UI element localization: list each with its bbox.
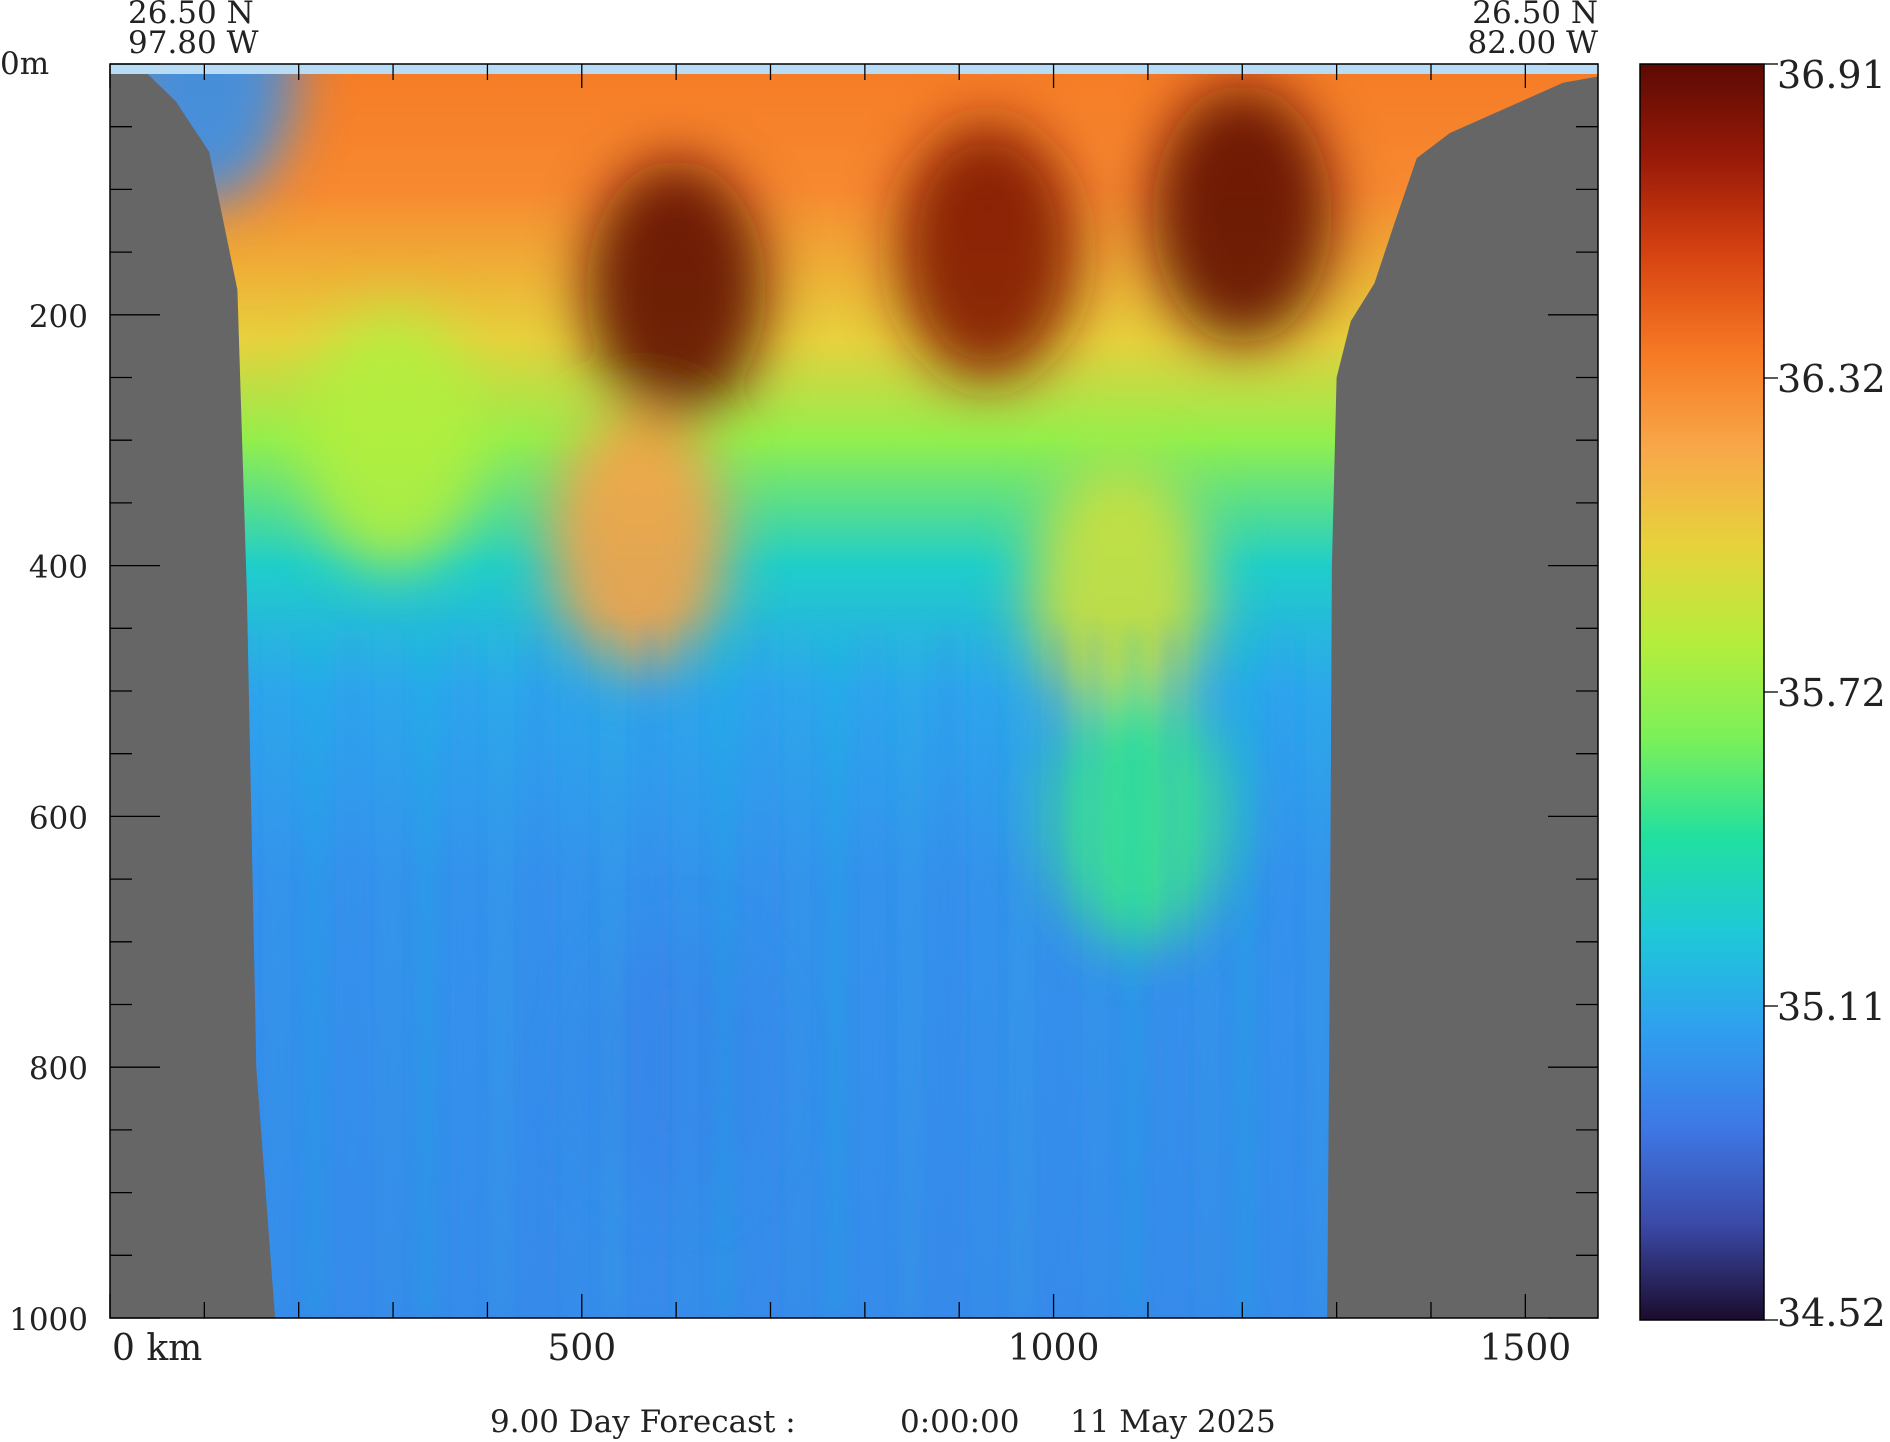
colorbar-ticks: 36.91 36.32 35.72 35.11 34.52 — [1764, 53, 1886, 1335]
salinity-streak-10 — [494, 628, 507, 1318]
salinity-streak-32 — [1313, 628, 1325, 1318]
salinity-streak-30 — [1238, 628, 1251, 1318]
y-axis-ticks: 0m 200 400 600 800 1000 — [0, 46, 1598, 1338]
x-tick-label: 1000 — [1008, 1328, 1100, 1369]
left-lon-label: 97.80 W — [128, 25, 259, 61]
salinity-streak-28 — [1164, 628, 1177, 1318]
footer-time: 0:00:00 — [900, 1404, 1020, 1440]
salinity-streak-16 — [717, 628, 730, 1318]
x-tick-label: 0 km — [112, 1328, 202, 1369]
salinity-feature-0 — [586, 159, 767, 420]
footer-date: 11 May 2025 — [1070, 1404, 1276, 1440]
salinity-streak-18 — [792, 628, 805, 1318]
salinity-streak-15 — [680, 628, 693, 1318]
salinity-streak-26 — [1089, 628, 1102, 1318]
salinity-streak-13 — [606, 628, 619, 1318]
salinity-streak-9 — [457, 628, 470, 1318]
salinity-streak-31 — [1275, 628, 1288, 1318]
x-tick-label: 1500 — [1480, 1328, 1572, 1369]
salinity-streak-19 — [829, 628, 842, 1318]
salinity-streak-21 — [903, 628, 916, 1318]
salinity-feature-2 — [1152, 84, 1333, 345]
salinity-streak-6 — [345, 628, 358, 1318]
salinity-streak-5 — [308, 628, 321, 1318]
colorbar-gradient — [1639, 63, 1765, 1321]
salinity-streak-20 — [866, 628, 879, 1318]
colorbar-tick-label: 36.91 — [1777, 53, 1886, 97]
salinity-streak-23 — [978, 628, 991, 1318]
colorbar-tick-label: 34.52 — [1777, 1291, 1886, 1335]
left-lat-label: 26.50 N — [128, 0, 254, 31]
salinity-streak-25 — [1052, 628, 1065, 1318]
bathymetry-land — [110, 74, 1598, 1318]
y-tick-label: 200 — [29, 299, 88, 335]
colorbar-tick-label: 35.72 — [1777, 671, 1886, 715]
salinity-streak-22 — [941, 628, 953, 1318]
y-tick-label: 1000 — [9, 1302, 88, 1338]
salinity-feature-3 — [548, 410, 729, 671]
salinity-streak-14 — [643, 628, 656, 1318]
salinity-streak-11 — [531, 628, 544, 1318]
salinity-streak-17 — [755, 628, 767, 1318]
footer-forecast: 9.00 Day Forecast : — [490, 1404, 796, 1440]
salinity-streak-24 — [1015, 628, 1028, 1318]
y-tick-label: 800 — [29, 1051, 88, 1087]
colorbar-tick-label: 36.32 — [1777, 357, 1886, 401]
plot-area — [110, 64, 1598, 1318]
forecast-footer: 9.00 Day Forecast : 0:00:00 11 May 2025 — [490, 1404, 1276, 1440]
salinity-streak-4 — [271, 628, 284, 1318]
salinity-streak-29 — [1201, 628, 1214, 1318]
right-lon-label: 82.00 W — [1468, 25, 1599, 61]
salinity-streak-12 — [569, 628, 581, 1318]
salinity-streak-7 — [383, 628, 395, 1318]
salinity-feature-6 — [303, 310, 484, 571]
x-tick-label: 500 — [547, 1328, 616, 1369]
salinity-streak-8 — [420, 628, 433, 1318]
salinity-streak-27 — [1127, 628, 1139, 1318]
colorbar: 36.91 36.32 35.72 35.11 34.52 — [1639, 53, 1886, 1335]
colorbar-tick-label: 35.11 — [1777, 985, 1886, 1029]
y-tick-label: 400 — [29, 550, 88, 586]
y-tick-label: 0m — [0, 46, 49, 82]
surface-skin — [110, 64, 1598, 74]
y-tick-label: 600 — [29, 800, 88, 836]
right-lat-label: 26.50 N — [1472, 0, 1598, 31]
salinity-feature-1 — [897, 122, 1078, 383]
x-axis-ticks: 0 km 500 1000 1500 — [109, 64, 1572, 1369]
